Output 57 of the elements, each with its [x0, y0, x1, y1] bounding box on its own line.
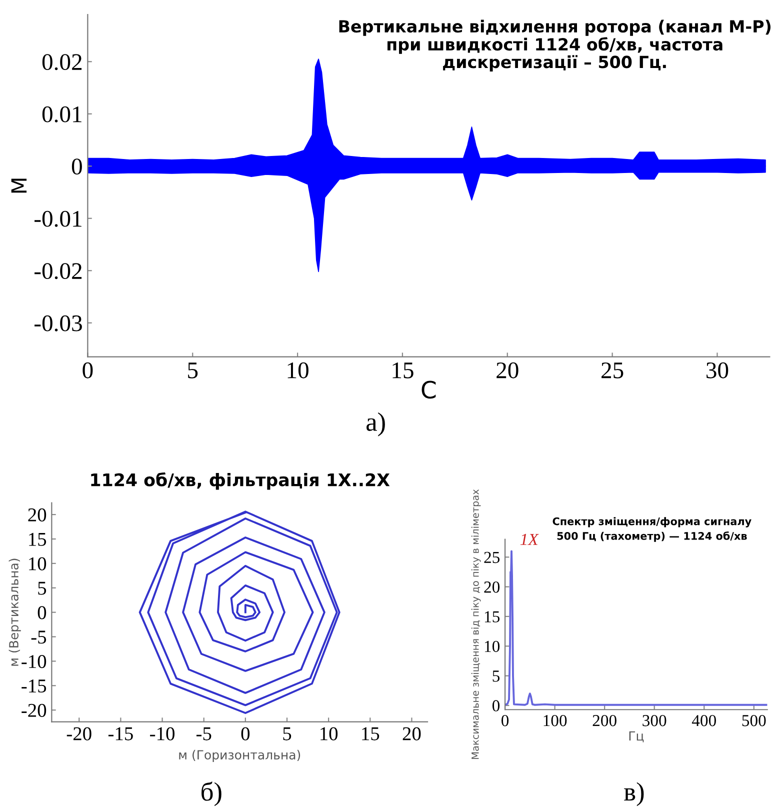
- y-tick-label: 10: [29, 557, 46, 570]
- y-tick-label: 0: [492, 700, 500, 712]
- x-tick-label: -15: [108, 727, 133, 740]
- y-tick-label: 20: [484, 581, 500, 593]
- y-tick-label: -10: [22, 655, 46, 668]
- x-tick-label: 0: [241, 727, 250, 740]
- x-tick-label: 400: [692, 714, 716, 726]
- x-tick-label: -20: [66, 727, 92, 740]
- y-tick-label: 15: [29, 532, 46, 546]
- y-tick-label: 0: [38, 606, 46, 620]
- x-tick-label: 500: [742, 714, 766, 726]
- y-axis-title: Максимальне зміщення від піку до піку в міліметрах: [471, 489, 481, 759]
- y-axis-title: М: [11, 178, 27, 193]
- y-tick-label: -0.03: [34, 315, 82, 332]
- x-axis-title: м (Горизонтальна): [179, 750, 300, 762]
- y-tick-label: -20: [22, 704, 46, 717]
- text: а): [366, 412, 385, 436]
- y-tick-label: -15: [22, 680, 46, 693]
- x-tick-label: 5: [188, 362, 198, 378]
- x-tick-label: 25: [602, 362, 624, 378]
- x-tick-label: 100: [544, 714, 567, 726]
- x-tick-label: 20: [402, 727, 421, 740]
- y-tick-label: 0.01: [42, 106, 82, 122]
- x-tick-label: 15: [362, 727, 380, 740]
- y-tick-label: 0.02: [42, 54, 82, 70]
- y-axis-title: м (Вертикальна): [8, 558, 21, 666]
- x-axis-title: Гц: [629, 731, 644, 742]
- chart-title: Спектр зміщення/форма сигналу 500 Гц (тахометр) — 1124 об/хв: [552, 517, 752, 542]
- y-tick-label: 15: [484, 611, 500, 622]
- x-tick-label: 200: [592, 714, 616, 726]
- y-tick-label: 25: [484, 552, 500, 564]
- x-axis-title: С: [422, 380, 436, 399]
- y-tick-label: 5: [492, 670, 500, 682]
- x-tick-label: 300: [642, 714, 666, 726]
- y-tick-label: -0.02: [34, 263, 82, 280]
- line-series: [505, 550, 768, 706]
- text: б): [202, 782, 222, 806]
- y-tick-label: -5: [31, 630, 46, 644]
- y-tick-label: 0: [72, 158, 82, 175]
- x-tick-label: 15: [392, 362, 414, 378]
- annotation: 1X: [520, 534, 539, 545]
- x-tick-label: 10: [320, 727, 338, 740]
- y-tick-label: 5: [38, 582, 46, 595]
- x-tick-label: 5: [283, 727, 292, 740]
- x-tick-label: 0: [82, 362, 93, 378]
- x-tick-label: 10: [288, 362, 308, 378]
- line-series: [138, 510, 340, 714]
- text: в): [624, 782, 644, 806]
- y-tick-label: 10: [484, 640, 500, 652]
- x-tick-label: -10: [150, 727, 174, 740]
- y-tick-label: -0.01: [34, 210, 82, 227]
- text: Вертикальне відхилення ротора (канал М-Р) при швидкості 1124 об/хв, частота дискретизації – 500 Гц.: [339, 20, 770, 72]
- x-tick-label: 0: [502, 714, 509, 726]
- y-tick-label: 20: [28, 508, 46, 522]
- chart-title: 1124 об/хв, фільтрація 1X..2X: [91, 472, 390, 490]
- x-tick-label: -5: [196, 727, 212, 740]
- x-tick-label: 30: [706, 362, 728, 378]
